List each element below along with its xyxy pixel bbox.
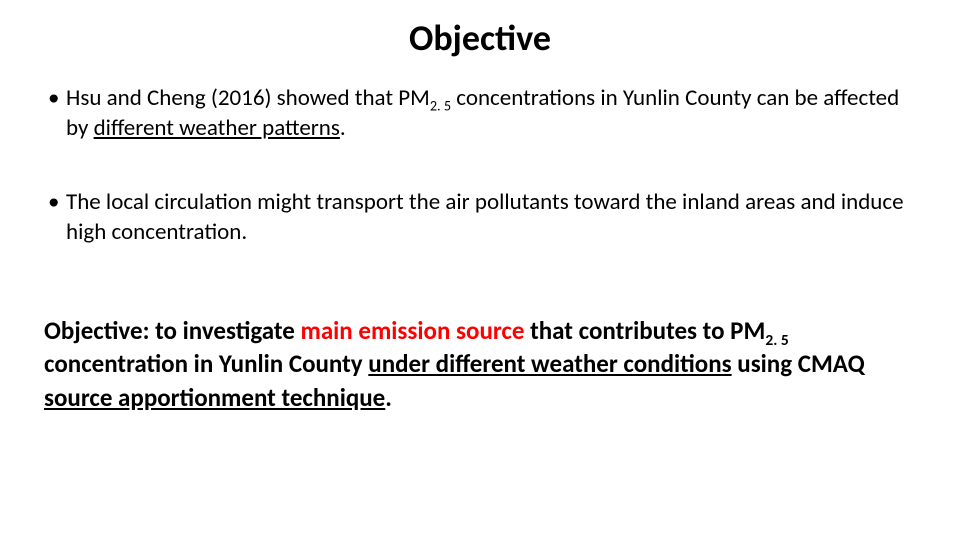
- obj-post: .: [385, 382, 392, 413]
- obj-mid1: that contributes to PM: [530, 315, 765, 346]
- b1-post: .: [340, 114, 346, 142]
- b1-pre: Hsu and Cheng (2016) showed that PM: [66, 84, 430, 112]
- obj-mid2: concentration in Yunlin County: [44, 348, 368, 379]
- obj-sub: 2. 5: [765, 331, 788, 350]
- obj-mid3: using CMAQ: [732, 348, 865, 379]
- b1-underline: different weather patterns: [94, 114, 340, 142]
- bullet-list: Hsu and Cheng (2016) showed that PM2. 5 …: [36, 84, 924, 248]
- obj-red-emphasis: main emission source: [300, 315, 530, 346]
- obj-underline-1: under different weather conditions: [368, 348, 731, 379]
- slide-body: { "title": "Objective", "bullet1": { "pr…: [0, 0, 960, 540]
- bullet-1: Hsu and Cheng (2016) showed that PM2. 5 …: [48, 84, 924, 144]
- obj-underline-2: source apportionment technique: [44, 382, 385, 413]
- obj-lead: Objective: to investigate: [44, 315, 300, 346]
- bullet-2: The local circulation might transport th…: [48, 188, 924, 248]
- slide-title: Objective: [36, 16, 924, 60]
- objective-paragraph: Objective: to investigate main emission …: [36, 314, 924, 415]
- b1-sub: 2. 5: [430, 97, 451, 115]
